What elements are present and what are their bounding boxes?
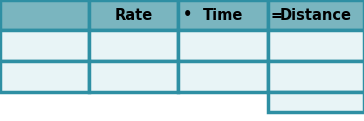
Bar bbox=[178, 0, 268, 30]
Bar bbox=[89, 0, 178, 30]
Text: =: = bbox=[270, 8, 283, 23]
Bar bbox=[89, 61, 178, 92]
Bar bbox=[178, 30, 268, 61]
Bar bbox=[89, 30, 178, 61]
Bar bbox=[268, 92, 364, 112]
Bar bbox=[178, 61, 268, 92]
Text: Rate: Rate bbox=[115, 8, 153, 23]
Bar bbox=[268, 30, 364, 61]
Bar bbox=[0, 61, 89, 92]
Text: •: • bbox=[183, 8, 192, 23]
Bar bbox=[0, 30, 89, 61]
Text: Distance: Distance bbox=[280, 8, 352, 23]
Bar bbox=[268, 0, 364, 30]
Text: Time: Time bbox=[203, 8, 243, 23]
Bar bbox=[268, 61, 364, 92]
Bar bbox=[0, 0, 89, 30]
